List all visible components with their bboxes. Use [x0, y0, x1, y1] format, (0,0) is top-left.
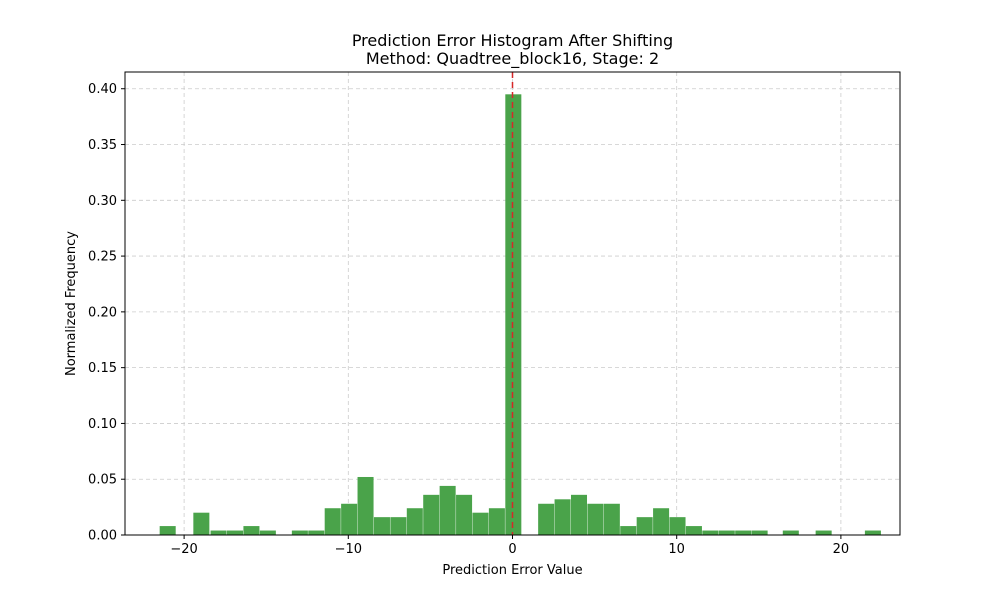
y-tick-label: 0.05 — [88, 473, 117, 488]
histogram-bar — [226, 530, 244, 535]
histogram-bar — [864, 530, 881, 535]
x-tick-label: 0 — [508, 542, 516, 557]
histogram-bar — [685, 526, 702, 535]
histogram-bar — [406, 508, 423, 535]
histogram-bar — [373, 517, 390, 535]
x-tick-label: 20 — [833, 542, 850, 557]
histogram-bar — [243, 526, 260, 535]
chart-subtitle: Method: Quadtree_block16, Stage: 2 — [366, 49, 659, 69]
histogram-bar — [669, 517, 686, 535]
y-tick-label: 0.25 — [88, 250, 117, 265]
histogram-bar — [159, 526, 176, 535]
y-tick-label: 0.30 — [88, 194, 117, 209]
axis-ticks: −20 −10 0 10 20 0.00 0.05 0.10 0.15 0.20 0.25 0.30 0… — [88, 82, 849, 557]
histogram-bar — [702, 530, 719, 535]
histogram-bar — [423, 494, 440, 535]
y-tick-label: 0.40 — [88, 82, 117, 97]
histogram-bar — [505, 94, 522, 535]
histogram-bar — [570, 494, 588, 535]
histogram-bar — [735, 530, 752, 535]
histogram-bar — [259, 530, 276, 535]
y-tick-label: 0.20 — [88, 305, 117, 320]
histogram-bar — [210, 530, 227, 535]
histogram-bar — [324, 508, 341, 535]
y-tick-label: 0.00 — [88, 529, 117, 544]
histogram-bar — [718, 530, 735, 535]
histogram-bar — [439, 485, 456, 535]
y-tick-label: 0.15 — [88, 361, 117, 376]
chart-title: Prediction Error Histogram After Shiftin… — [352, 31, 673, 50]
x-tick-label: 10 — [668, 542, 685, 557]
histogram-bar — [488, 508, 505, 535]
histogram-bar — [653, 508, 670, 535]
y-tick-label: 0.10 — [88, 417, 117, 432]
histogram-bar — [815, 530, 832, 535]
histogram-bar — [554, 499, 571, 535]
histogram-bar — [620, 526, 637, 535]
histogram-bar — [390, 517, 407, 535]
histogram-bars — [159, 94, 881, 535]
histogram-bar — [456, 494, 473, 535]
histogram-bar — [538, 503, 555, 535]
histogram-bar — [472, 512, 489, 535]
histogram-bar — [291, 530, 308, 535]
x-tick-label: −20 — [170, 542, 197, 557]
histogram-bar — [603, 503, 620, 535]
y-axis-label: Normalized Frequency — [64, 231, 79, 376]
y-tick-label: 0.35 — [88, 138, 117, 153]
histogram-bar — [341, 503, 358, 535]
x-axis-label: Prediction Error Value — [442, 563, 582, 578]
x-tick-label: −10 — [335, 542, 362, 557]
histogram-bar — [357, 476, 374, 535]
histogram-bar — [587, 503, 604, 535]
histogram-bar — [308, 530, 325, 535]
histogram-bar — [636, 517, 653, 535]
histogram-bar — [782, 530, 799, 535]
histogram-bar — [751, 530, 768, 535]
histogram-bar — [193, 512, 210, 535]
